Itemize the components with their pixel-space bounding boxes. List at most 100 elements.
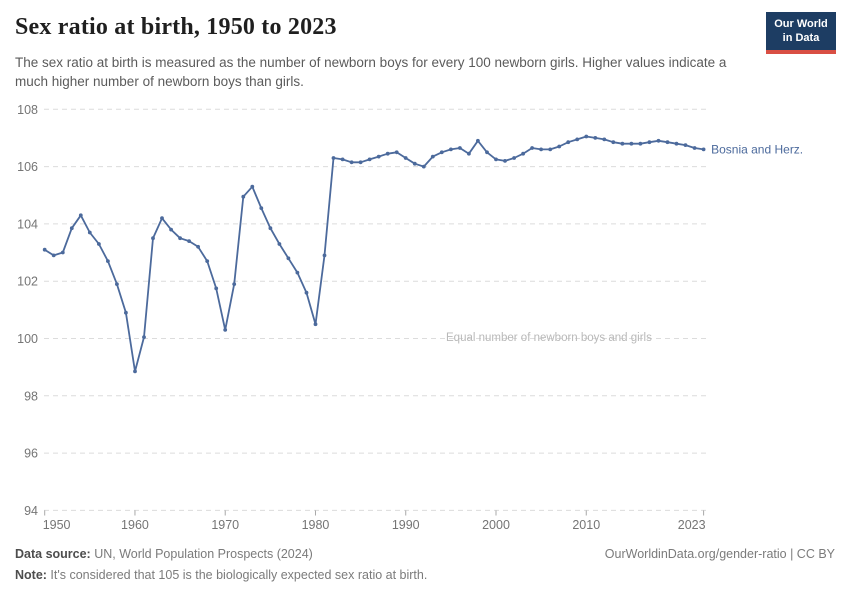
data-point <box>656 138 661 143</box>
data-point <box>358 160 363 165</box>
data-point <box>223 328 228 332</box>
y-axis-tick-label: 108 <box>17 103 38 117</box>
data-point <box>385 151 390 156</box>
data-point <box>232 282 237 286</box>
y-axis-tick-label: 100 <box>17 332 38 346</box>
note-line: Note: It's considered that 105 is the bi… <box>15 568 427 582</box>
data-point <box>512 156 516 160</box>
data-point <box>51 253 56 258</box>
data-point <box>620 141 625 146</box>
data-point <box>521 151 525 156</box>
data-source-label: Data source: <box>15 547 91 561</box>
data-point <box>295 270 300 275</box>
y-axis-tick-label: 106 <box>17 160 38 174</box>
data-point <box>421 164 426 169</box>
note-label: Note: <box>15 568 47 582</box>
data-point <box>439 150 444 155</box>
data-point <box>115 282 119 286</box>
data-point <box>178 236 183 241</box>
data-point <box>602 137 607 142</box>
data-point <box>214 286 219 291</box>
x-axis-tick-label: 1990 <box>392 518 420 532</box>
data-source-line: Data source: UN, World Population Prospe… <box>15 547 313 561</box>
data-point <box>584 134 589 139</box>
data-point <box>87 230 92 235</box>
data-point <box>701 147 706 152</box>
data-point <box>566 140 571 145</box>
data-point <box>539 147 543 152</box>
data-point <box>106 259 110 263</box>
data-source-text: UN, World Population Prospects (2024) <box>90 547 313 561</box>
x-axis-tick-label: 2010 <box>572 518 600 532</box>
data-point <box>277 242 282 246</box>
data-point <box>629 141 634 146</box>
data-point <box>376 154 381 159</box>
series-label: Bosnia and Herz. <box>711 142 803 156</box>
y-axis-tick-label: 104 <box>17 217 38 231</box>
data-point <box>42 247 47 252</box>
data-point <box>557 144 562 149</box>
data-point <box>665 140 670 145</box>
data-point <box>313 322 318 327</box>
data-point <box>340 157 345 162</box>
data-point <box>476 138 480 143</box>
data-point <box>133 369 137 374</box>
data-point <box>124 310 128 315</box>
data-point <box>412 161 417 166</box>
data-point <box>647 140 652 145</box>
data-point <box>692 146 697 150</box>
x-axis-tick-label: 2000 <box>482 518 510 532</box>
data-point <box>593 136 598 140</box>
data-point <box>611 140 616 145</box>
y-axis-tick-label: 94 <box>24 504 38 518</box>
data-point <box>638 141 643 146</box>
owid-logo[interactable]: Our World in Data <box>766 12 836 54</box>
x-axis-tick-label: 2023 <box>678 518 706 532</box>
data-point <box>286 256 291 261</box>
data-point <box>205 259 210 263</box>
data-point <box>331 156 336 160</box>
data-point <box>674 141 679 146</box>
data-point <box>530 146 534 150</box>
data-point <box>60 250 65 255</box>
data-point <box>430 154 435 159</box>
data-point <box>78 213 83 218</box>
data-point <box>458 146 462 150</box>
data-point <box>187 239 192 244</box>
data-point <box>467 151 471 156</box>
page-title: Sex ratio at birth, 1950 to 2023 <box>15 14 337 40</box>
data-point <box>485 150 489 155</box>
data-point <box>69 226 74 231</box>
data-point <box>268 226 273 231</box>
data-point <box>367 157 372 162</box>
owid-logo-line2: in Data <box>782 32 820 45</box>
data-point <box>575 137 580 142</box>
data-point <box>196 244 201 249</box>
data-point <box>322 253 327 258</box>
data-point <box>151 236 155 241</box>
data-point <box>503 159 507 163</box>
owid-logo-line1: Our World <box>774 18 828 30</box>
data-point <box>349 160 354 165</box>
data-point <box>142 335 146 339</box>
y-axis-tick-label: 98 <box>24 389 38 403</box>
footer-link[interactable]: OurWorldinData.org/gender-ratio | CC BY <box>604 547 835 561</box>
note-text: It's considered that 105 is the biologic… <box>46 568 428 582</box>
data-point <box>683 143 688 148</box>
data-point <box>403 156 408 160</box>
y-axis-tick-label: 102 <box>17 275 38 289</box>
x-axis-tick-label: 1950 <box>43 518 71 532</box>
data-point <box>241 194 246 199</box>
data-point <box>160 216 164 221</box>
data-point <box>97 242 101 246</box>
equal-ratio-annotation: Equal number of newborn boys and girls <box>446 332 652 344</box>
x-axis-tick-label: 1970 <box>211 518 239 532</box>
data-point <box>250 184 255 189</box>
data-point <box>169 227 174 232</box>
y-axis-tick-label: 96 <box>24 447 38 461</box>
data-point <box>394 150 399 155</box>
data-point <box>449 147 453 152</box>
data-point <box>494 157 498 162</box>
